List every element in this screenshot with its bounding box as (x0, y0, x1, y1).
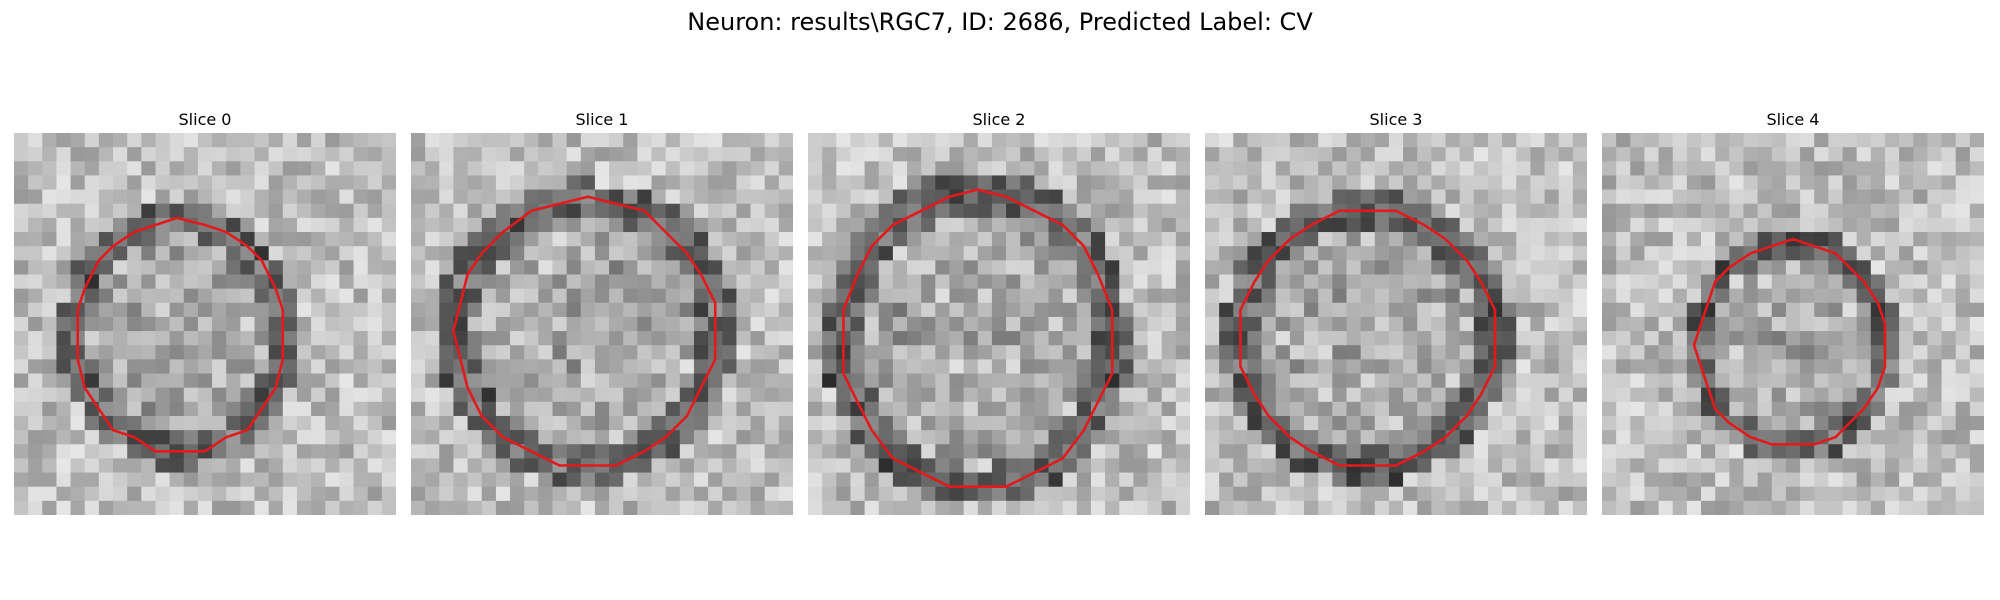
cell-contour (842, 188, 1114, 489)
slice-image-2 (808, 133, 1190, 515)
figure-title: Neuron: results\RGC7, ID: 2686, Predicte… (687, 8, 1313, 36)
cell-contour (76, 216, 285, 453)
slice-panel-4: Slice 4 (1602, 107, 1984, 515)
cell-contour (1692, 237, 1887, 446)
slice-panel-3: Slice 3 (1205, 107, 1587, 515)
slice-panel-2: Slice 2 (808, 107, 1190, 515)
cell-contour (1239, 209, 1497, 467)
slice-panel-1: Slice 1 (411, 107, 793, 515)
slice-image-1 (411, 133, 793, 515)
cell-contour (452, 195, 717, 467)
slice-image-0 (14, 133, 396, 515)
slice-image-3 (1205, 133, 1587, 515)
slice-title-2: Slice 2 (972, 110, 1026, 129)
slice-title-0: Slice 0 (178, 110, 232, 129)
slice-title-1: Slice 1 (575, 110, 629, 129)
slice-image-4 (1602, 133, 1984, 515)
slice-title-3: Slice 3 (1369, 110, 1423, 129)
slice-title-4: Slice 4 (1766, 110, 1820, 129)
slice-panel-0: Slice 0 (14, 107, 396, 515)
